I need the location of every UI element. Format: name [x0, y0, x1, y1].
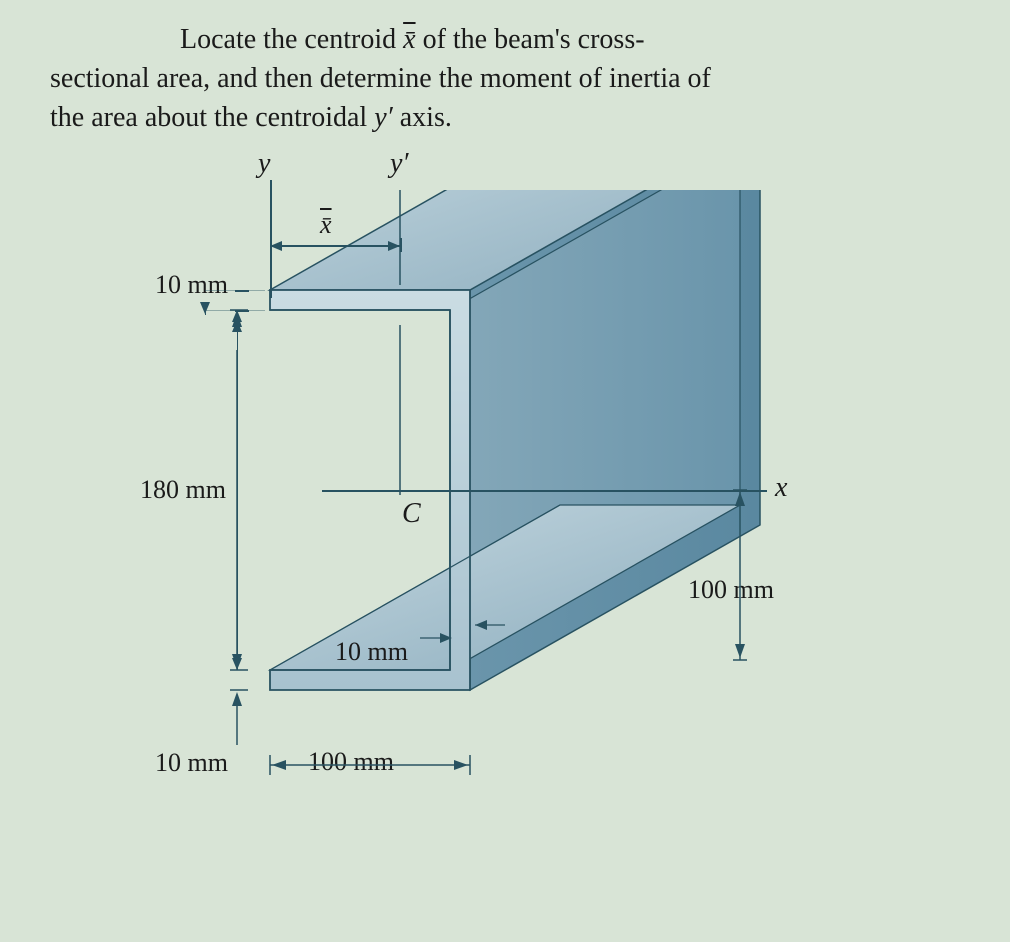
figure: y y′ x̄ x C 10 mm 180 mm 10 mm [0, 190, 1010, 942]
problem-statement: Locate the centroid x̄ of the beam's cro… [0, 0, 1010, 138]
x-bar-symbol: x̄ [403, 24, 415, 55]
y-axis-label: y [258, 148, 270, 180]
text-part: sectional area, and then determine the m… [50, 63, 711, 94]
text-part: the area about the centroidal [50, 102, 367, 133]
text-part: axis. [400, 102, 452, 133]
text-part: Locate the centroid [180, 24, 396, 55]
text-part: of the beam's cross- [423, 24, 645, 55]
y-prime-axis-label: y′ [390, 148, 409, 180]
y-prime-symbol: y′ [374, 102, 393, 133]
